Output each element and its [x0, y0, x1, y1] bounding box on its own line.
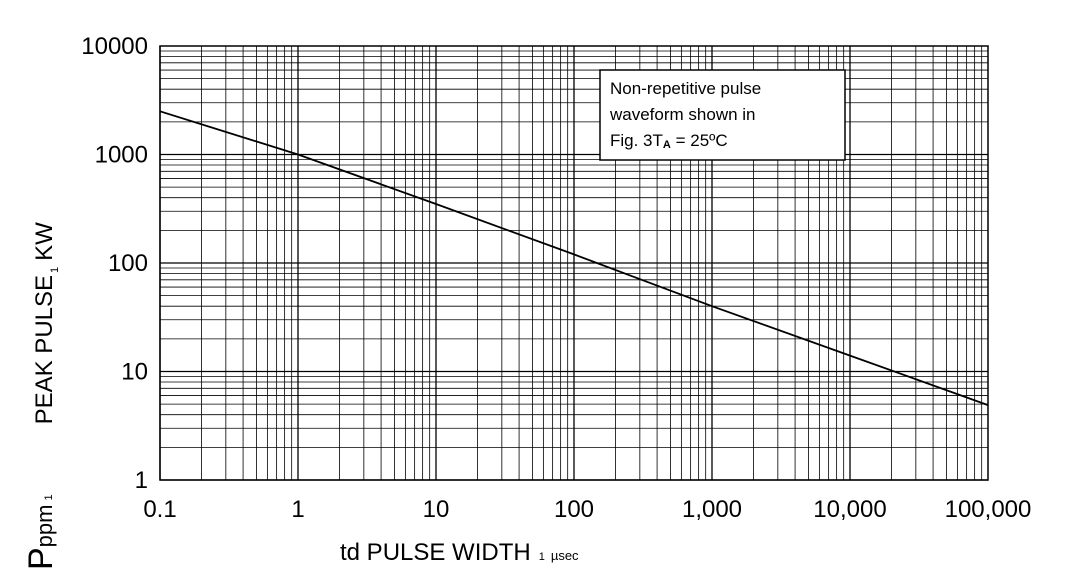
- x-tick-label: 1,000: [682, 496, 742, 523]
- x-tick-label: 1: [291, 496, 304, 523]
- x-axis-label-unit: µsec: [551, 548, 579, 563]
- y-tick-label: 10000: [81, 33, 148, 60]
- annotation-box: [599, 69, 846, 161]
- y-axis-label-sep2: 1: [49, 267, 61, 273]
- x-axis-label-main: td PULSE WIDTH: [340, 539, 531, 566]
- y-axis-label: Pppm 1 PEAK PULSE 1 KW: [22, 222, 61, 570]
- annotation-line-1: Non-repetitive pulse: [610, 79, 761, 98]
- annotation: Non-repetitive pulse waveform shown in F…: [599, 69, 846, 161]
- x-tick-label: 0.1: [143, 496, 176, 523]
- y-tick-label: 10: [121, 359, 148, 386]
- y-axis-label-p: P: [22, 547, 60, 570]
- y-axis-label-peak: PEAK PULSE: [31, 275, 58, 424]
- y-tick-labels: 1 10 100 1000 10000: [81, 33, 148, 494]
- x-tick-label: 100,000: [945, 496, 1032, 523]
- x-axis-label-sep: 1: [539, 551, 545, 563]
- y-axis-label-sep1: 1: [43, 494, 55, 500]
- y-tick-label: 1000: [95, 142, 148, 169]
- x-tick-label: 100: [554, 496, 594, 523]
- series-line: [159, 110, 989, 406]
- y-tick-label: 1: [135, 467, 148, 494]
- annotation-line-3: Fig. 3TA = 25ºC: [610, 131, 728, 151]
- x-tick-labels: 0.1 1 10 100 1,000 10,000 100,000: [143, 496, 1031, 523]
- annotation-line-3-sub: A: [663, 139, 671, 151]
- x-tick-label: 10: [423, 496, 450, 523]
- plot-frame: [159, 45, 989, 481]
- annotation-line-3-a: Fig. 3T: [610, 131, 663, 150]
- annotation-line-2: waveform shown in: [609, 105, 756, 124]
- y-axis-label-ppm: ppm: [32, 505, 57, 548]
- x-axis-label: td PULSE WIDTH 1 µsec: [340, 539, 579, 566]
- x-tick-label: 10,000: [813, 496, 886, 523]
- grid-lines: [159, 46, 988, 481]
- y-axis-label-kw: KW: [31, 222, 58, 261]
- annotation-line-3-b: = 25ºC: [671, 131, 728, 150]
- y-tick-label: 100: [108, 250, 148, 277]
